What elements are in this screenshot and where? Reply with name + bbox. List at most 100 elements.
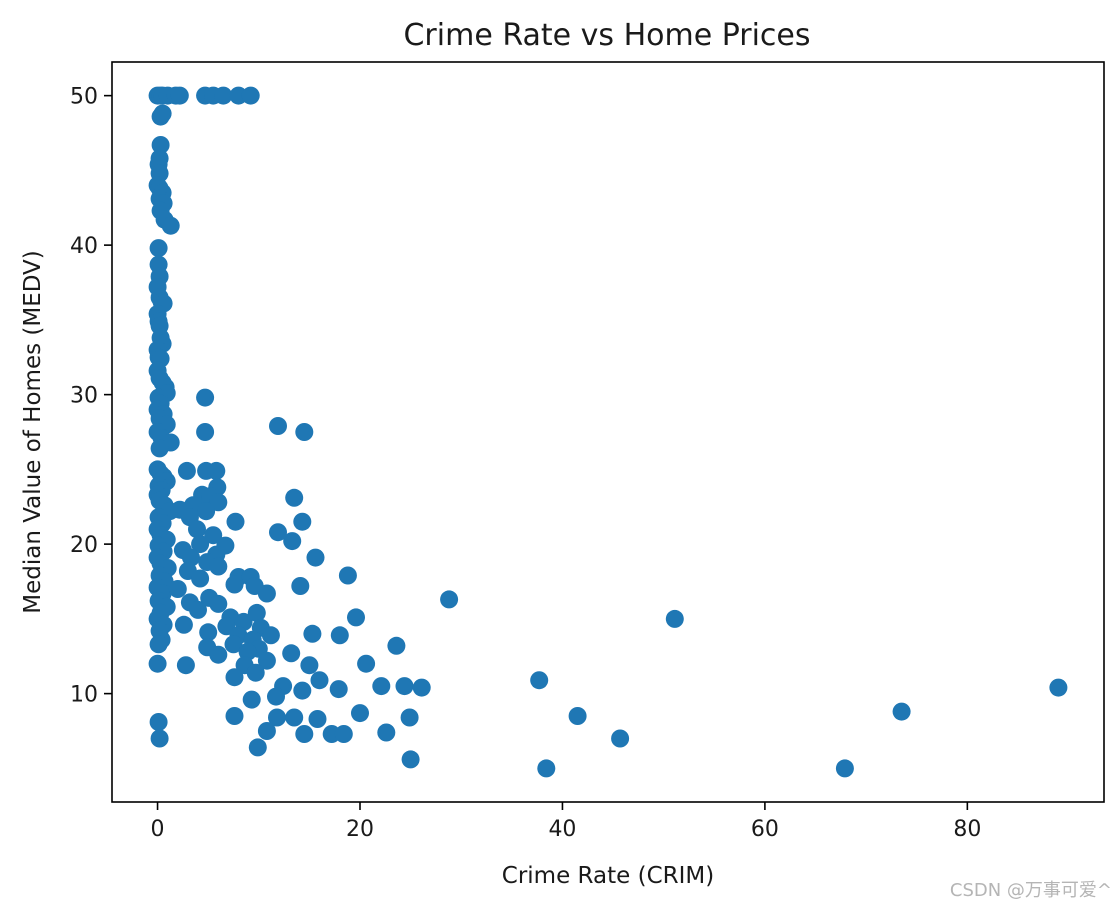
y-tick-label: 50	[70, 85, 98, 110]
data-point	[330, 626, 349, 645]
data-point	[149, 635, 168, 654]
data-point	[224, 635, 243, 654]
data-point	[308, 710, 327, 728]
data-point	[261, 626, 280, 645]
data-point	[225, 575, 244, 594]
data-point	[295, 725, 314, 743]
data-point	[188, 520, 206, 539]
data-point	[153, 104, 172, 123]
data-point	[568, 707, 587, 725]
data-point	[170, 86, 189, 105]
x-axis-ticks: 0 20 40 60 80	[151, 802, 981, 842]
y-axis-ticks: 10 20 30 40 50	[70, 85, 112, 708]
data-point	[196, 423, 215, 441]
data-point	[530, 671, 549, 690]
data-point	[400, 708, 419, 727]
data-point	[835, 759, 854, 778]
data-point	[150, 729, 169, 748]
data-point	[387, 636, 406, 655]
data-point	[892, 702, 911, 721]
data-point	[247, 603, 266, 622]
data-point	[283, 532, 302, 551]
data-point	[395, 677, 414, 696]
data-point	[248, 738, 267, 757]
watermark: CSDN @万事可爱^	[949, 880, 1112, 901]
data-point	[329, 680, 348, 699]
data-point	[209, 557, 228, 576]
x-axis-label: Crime Rate (CRIM)	[502, 863, 714, 889]
data-point	[168, 580, 187, 598]
data-point	[357, 654, 376, 673]
data-point	[285, 488, 304, 507]
data-point	[209, 594, 228, 613]
data-point	[209, 645, 228, 664]
data-point	[214, 86, 233, 105]
data-point	[351, 704, 369, 723]
data-point	[537, 759, 556, 778]
data-point	[269, 417, 287, 435]
data-point	[293, 512, 312, 531]
data-point	[199, 623, 218, 642]
y-tick-label: 40	[70, 234, 98, 259]
data-point	[177, 461, 196, 480]
data-point	[257, 651, 276, 670]
data-point	[176, 656, 195, 675]
data-point	[1049, 678, 1068, 697]
data-point	[257, 584, 276, 603]
data-point	[207, 461, 226, 480]
data-point	[191, 535, 210, 554]
x-tick-label: 0	[151, 817, 165, 842]
data-point	[303, 624, 322, 643]
data-point	[269, 523, 287, 542]
data-point	[401, 750, 420, 769]
data-point	[189, 600, 207, 619]
data-point	[148, 654, 167, 673]
data-point	[149, 239, 168, 258]
y-tick-label: 30	[70, 384, 98, 409]
data-point	[151, 136, 170, 154]
data-point	[238, 642, 257, 661]
data-point	[440, 590, 459, 609]
x-tick-label: 40	[548, 817, 576, 842]
x-tick-label: 20	[346, 817, 374, 842]
data-point	[196, 388, 215, 407]
data-point	[197, 502, 216, 521]
data-point	[267, 687, 285, 706]
y-axis-label: Median Value of Homes (MEDV)	[20, 250, 46, 614]
y-tick-label: 20	[70, 533, 98, 558]
data-point	[665, 609, 684, 628]
data-point	[293, 681, 312, 700]
data-point	[291, 577, 310, 595]
data-point	[150, 439, 169, 458]
data-point	[241, 86, 260, 105]
data-point	[204, 526, 223, 545]
data-point	[377, 723, 396, 742]
data-point	[372, 677, 391, 696]
data-points	[148, 86, 1068, 778]
data-point	[225, 707, 244, 725]
data-point	[310, 671, 329, 690]
x-tick-label: 60	[751, 817, 779, 842]
data-point	[282, 644, 301, 663]
data-point	[226, 512, 245, 531]
data-point	[246, 663, 265, 682]
y-tick-label: 10	[70, 683, 98, 708]
data-point	[295, 423, 314, 441]
data-point	[242, 690, 261, 709]
plot-frame	[111, 61, 1105, 803]
data-point	[268, 708, 286, 727]
data-point	[306, 548, 325, 567]
data-point	[300, 656, 319, 675]
x-tick-label: 80	[953, 817, 981, 842]
data-point	[611, 729, 630, 748]
data-point	[174, 615, 193, 634]
data-point	[347, 608, 365, 627]
data-point	[149, 713, 168, 731]
data-point	[257, 722, 276, 740]
data-point	[412, 678, 431, 697]
chart-title: Crime Rate vs Home Prices	[403, 18, 810, 53]
data-point	[285, 708, 304, 727]
data-point	[338, 566, 357, 585]
data-point	[182, 548, 200, 567]
